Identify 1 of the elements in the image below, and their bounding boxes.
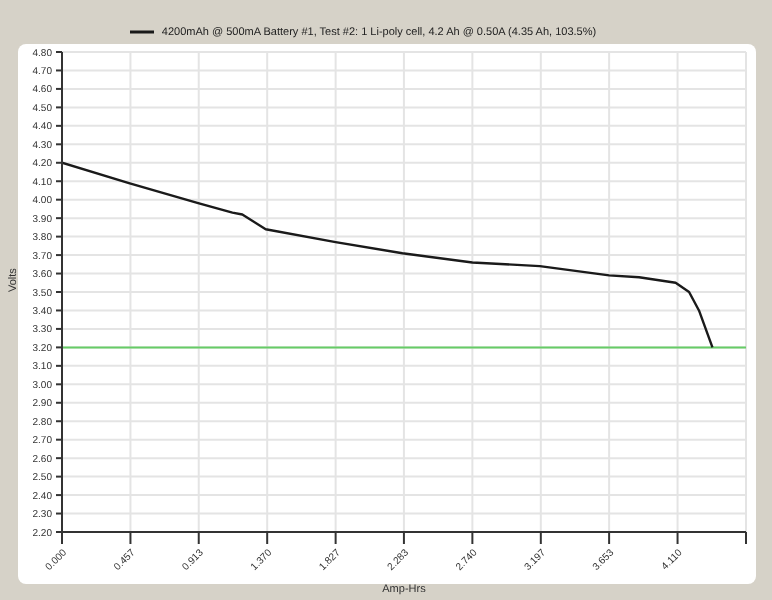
line-series bbox=[62, 161, 714, 349]
